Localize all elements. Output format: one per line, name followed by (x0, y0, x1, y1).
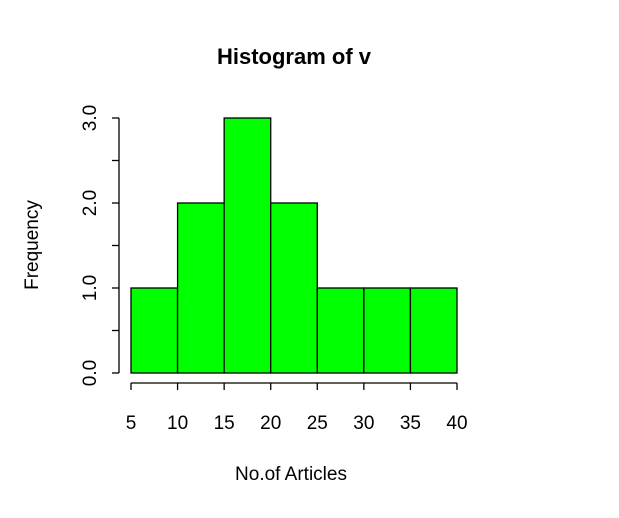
histogram-bar-5 (316, 287, 365, 374)
y-tick-label-3.0: 3.0 (80, 105, 101, 131)
x-tick-label-25: 25 (307, 413, 328, 434)
y-tick-label-0.0: 0.0 (80, 360, 101, 386)
bars-group (130, 117, 458, 374)
x-tick-label-30: 30 (353, 413, 374, 434)
x-tick-label-35: 35 (400, 413, 421, 434)
histogram-bar-3 (223, 117, 272, 374)
x-axis-label: No.of Articles (235, 464, 347, 485)
x-tick-label-5: 5 (126, 413, 137, 434)
histogram-bar-4 (270, 202, 318, 374)
histogram-bar-2 (176, 202, 225, 374)
histogram-bar-1 (130, 287, 179, 374)
x-tick-label-20: 20 (260, 413, 281, 434)
x-tick-label-15: 15 (214, 413, 235, 434)
y-tick-label-1.0: 1.0 (80, 275, 101, 301)
x-axis: 5 10 15 20 25 30 35 40 (126, 382, 468, 434)
y-axis-label: Frequency (22, 200, 43, 290)
x-tick-label-10: 10 (167, 413, 188, 434)
y-tick-label-2.0: 2.0 (80, 190, 101, 216)
histogram-bar-6 (363, 287, 412, 374)
x-tick-label-40: 40 (446, 413, 467, 434)
chart-title: Histogram of v (217, 44, 372, 69)
histogram-bar-7 (409, 287, 458, 374)
y-axis: 0.0 1.0 2.0 3.0 (80, 105, 120, 386)
